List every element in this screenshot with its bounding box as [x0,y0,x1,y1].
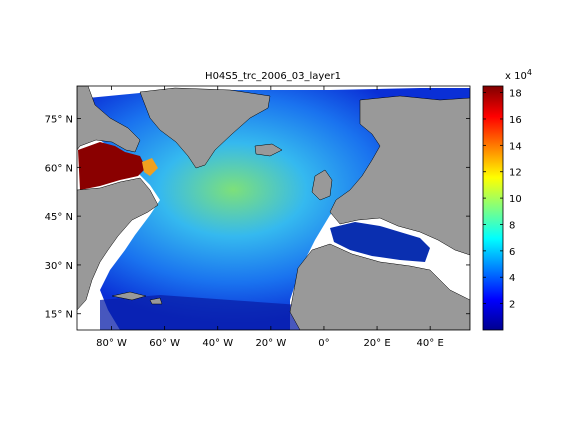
colorbar-tick-label: 2 [509,300,515,311]
figure-title: H04S5_trc_2006_03_layer1 [205,71,341,82]
latitude-tick-label: 30° N [45,261,73,272]
colorbar-multiplier: x 104 [505,68,532,82]
colorbar-scale [482,85,504,331]
colorbar-tick-label: 18 [509,89,522,100]
deep-water-band [100,295,300,330]
caribbean-islands [111,291,163,305]
map-axes: 80° W 60° W 40° W 20° W 0° 20° E 40° E 75° N 60… [45,85,471,349]
latitude-tick-label: 15° N [45,310,73,321]
greenland-land [139,87,271,169]
colorbar-tick-label: 12 [509,168,522,179]
hudson-bay-high-values [78,142,146,190]
map-frame [76,85,471,331]
longitude-tick-label: 80° W [96,338,127,349]
longitude-tick-label: 20° E [363,338,390,349]
colorbar: x 104 2 4 6 8 10 12 14 16 18 [482,68,532,331]
colorbar-tick-label: 14 [509,141,522,152]
longitude-tick-label: 20° W [255,338,286,349]
longitude-tick-label: 0° [318,338,329,349]
colorbar-tick-label: 16 [509,115,522,126]
labrador-coast-values [142,158,158,176]
latitude-ticks: 75° N 60° N 45° N 30° N 15° N [45,115,470,321]
colorbar-tick-label: 6 [509,247,515,258]
latitude-tick-label: 60° N [45,163,73,174]
longitude-tick-label: 60° W [149,338,180,349]
eurasia-land [329,95,470,256]
longitude-tick-label: 40° W [202,338,233,349]
latitude-tick-label: 45° N [45,212,73,223]
africa-land [289,243,470,330]
longitude-tick-label: 40° E [417,338,444,349]
colorbar-exponent: 4 [527,68,532,77]
colorbar-tick-label: 4 [509,273,515,284]
longitude-ticks: 80° W 60° W 40° W 20° W 0° 20° E 40° E [96,86,444,349]
north-america-land [77,86,159,311]
iceland-land [254,143,283,157]
colorbar-tick-label: 8 [509,220,515,231]
colorbar-tick-label: 10 [509,194,522,205]
colorbar-ticks: 2 4 6 8 10 12 14 16 18 [483,89,522,311]
latitude-tick-label: 75° N [45,115,73,126]
mediterranean-sea [330,222,430,262]
british-isles-land [311,169,333,201]
